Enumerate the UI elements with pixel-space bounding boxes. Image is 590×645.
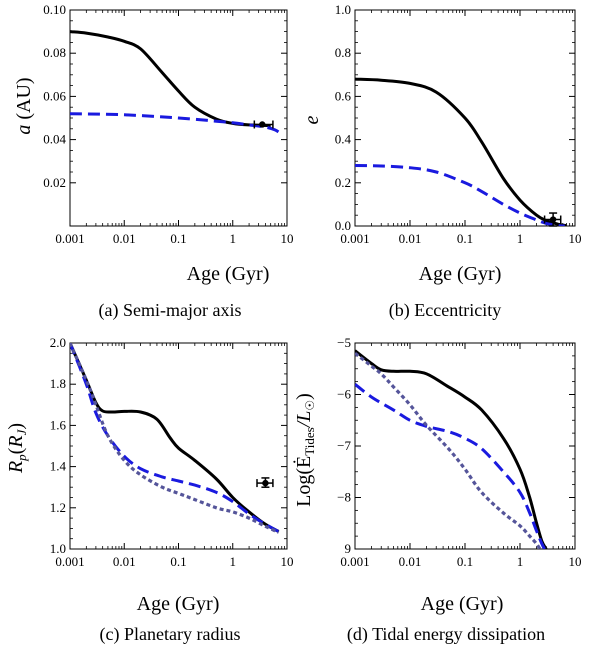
plot-frame-d bbox=[354, 342, 576, 550]
y-tick-label-a: 0.06 bbox=[43, 88, 66, 103]
caption-c: (c) Planetary radius bbox=[100, 624, 241, 645]
panel-tidal-energy-dissipation: 0.001 0.01 0.1 1 10 9 −8 −7 −6 −5 bbox=[337, 335, 581, 569]
ylabel-c-var: R bbox=[5, 461, 27, 474]
x-tick-label-c: 10 bbox=[281, 554, 294, 569]
y-tick-label-a: 0.04 bbox=[43, 132, 66, 147]
y-tick-label-d: −6 bbox=[337, 387, 351, 402]
y-tick-label-a: 0.08 bbox=[43, 45, 66, 60]
y-tick-label-b: 0.6 bbox=[335, 88, 352, 103]
y-tick-label-c: 1.8 bbox=[50, 376, 66, 391]
y-tick-label-b: 0.0 bbox=[335, 218, 351, 233]
y-tick-label-d: 9 bbox=[345, 541, 352, 556]
x-tick-label-a: 1 bbox=[230, 231, 237, 246]
y-tick-label-d: −5 bbox=[337, 335, 351, 350]
xlabel-d: Age (Gyr) bbox=[421, 593, 504, 615]
x-tick-label-a: 0.01 bbox=[113, 231, 136, 246]
y-tick-label-c: 1.2 bbox=[50, 500, 66, 515]
x-tick-label-a: 10 bbox=[281, 231, 294, 246]
x-tick-label-b: 10 bbox=[569, 231, 582, 246]
x-tick-label-c: 0.01 bbox=[113, 554, 136, 569]
ylabel-d: Log(ĖTides/L☉) bbox=[292, 393, 317, 507]
x-tick-label-c: 0.1 bbox=[170, 554, 186, 569]
observed-point-b bbox=[549, 216, 557, 223]
y-tick-label-b: 0.8 bbox=[335, 45, 351, 60]
y-tick-label-c: 2.0 bbox=[50, 335, 66, 350]
series-line-solid-c bbox=[70, 343, 280, 533]
x-tick-label-b: 1 bbox=[517, 231, 524, 246]
series-line-dashed-d bbox=[355, 383, 546, 549]
observed-point-a bbox=[259, 121, 266, 128]
x-tick-label-b: 0.001 bbox=[340, 231, 369, 246]
x-tick-label-d: 0.1 bbox=[457, 554, 473, 569]
x-tick-label-c: 0.001 bbox=[55, 554, 84, 569]
ylabel-b: e bbox=[301, 115, 323, 124]
xlabel-a: Age (Gyr) bbox=[187, 263, 270, 285]
ylabel-a: a (AU) bbox=[13, 77, 35, 134]
y-tick-label-d: −8 bbox=[337, 490, 351, 505]
y-tick-label-c: 1.4 bbox=[50, 459, 67, 474]
x-tick-label-b: 0.1 bbox=[457, 231, 473, 246]
series-line-dotted-c bbox=[70, 343, 280, 534]
x-tick-label-a: 0.1 bbox=[170, 231, 186, 246]
series-line-dotted-d bbox=[355, 352, 542, 549]
panel-semi-major-axis: 0.001 0.01 0.1 1 10 0.02 0.04 0.06 0.08 0.10 bbox=[43, 2, 293, 246]
x-tick-label-a: 0.001 bbox=[55, 231, 84, 246]
x-tick-label-b: 0.01 bbox=[399, 231, 422, 246]
x-tick-label-d: 0.001 bbox=[340, 554, 369, 569]
series-line-dashed-c bbox=[70, 343, 280, 533]
series-line-solid-a bbox=[70, 30, 271, 128]
y-tick-label-c: 1.6 bbox=[50, 417, 67, 432]
series-line-solid-d bbox=[355, 349, 548, 549]
y-tick-label-b: 0.2 bbox=[335, 175, 351, 190]
y-tick-label-c: 1.0 bbox=[50, 541, 66, 556]
y-tick-label-a: 0.02 bbox=[43, 175, 66, 190]
caption-a: (a) Semi-major axis bbox=[99, 300, 242, 321]
observed-point-c bbox=[262, 479, 269, 487]
ylabel-a-var: a bbox=[13, 125, 35, 135]
x-tick-label-d: 10 bbox=[569, 554, 582, 569]
caption-d: (d) Tidal energy dissipation bbox=[347, 624, 545, 645]
series-line-dashed-b bbox=[355, 164, 565, 226]
y-tick-label-a: 0.10 bbox=[43, 2, 66, 17]
caption-b: (b) Eccentricity bbox=[389, 300, 501, 321]
y-tick-label-b: 0.4 bbox=[335, 132, 352, 147]
xlabel-b: Age (Gyr) bbox=[419, 263, 502, 285]
y-tick-label-d: −7 bbox=[337, 438, 351, 453]
ylabel-a-unit: (AU) bbox=[13, 77, 35, 124]
panel-planetary-radius: 0.001 0.01 0.1 1 10 1.0 1.2 1.4 1.6 1.8 2.0 bbox=[50, 335, 294, 569]
ylabel-c: Rp(RJ) bbox=[5, 423, 29, 474]
x-tick-label-d: 1 bbox=[517, 554, 524, 569]
x-tick-label-d: 0.01 bbox=[399, 554, 422, 569]
panel-eccentricity: 0.001 0.01 0.1 1 10 0.0 0.2 0.4 0.6 0.8 1.0 bbox=[335, 2, 582, 246]
y-tick-label-b: 1.0 bbox=[335, 2, 351, 17]
x-tick-label-c: 1 bbox=[230, 554, 237, 569]
series-line-solid-b bbox=[355, 77, 567, 226]
series-line-dashed-a bbox=[70, 112, 283, 136]
xlabel-c: Age (Gyr) bbox=[137, 593, 220, 615]
